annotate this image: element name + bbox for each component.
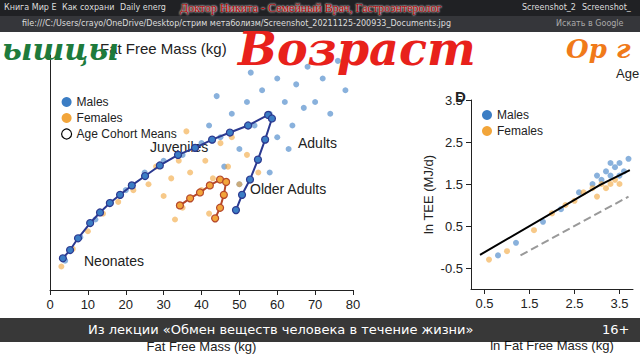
html-text:Age: Age bbox=[616, 66, 640, 81]
html-text:ышцы: ышцы bbox=[2, 32, 119, 67]
html-text:Daily energ: Daily energ bbox=[120, 3, 166, 12]
svg-text:Fat Free Mass (kg): Fat Free Mass (kg) bbox=[100, 40, 227, 57]
svg-text:Adults: Adults bbox=[298, 135, 337, 151]
html-text:Искать в Google: Искать в Google bbox=[556, 19, 624, 28]
svg-text:1.5: 1.5 bbox=[520, 296, 538, 311]
svg-text:3.5: 3.5 bbox=[444, 92, 463, 108]
svg-text:Females: Females bbox=[497, 124, 543, 138]
svg-text:2.5: 2.5 bbox=[445, 135, 463, 150]
html-text:Ор г: Ор г bbox=[566, 34, 631, 64]
svg-text:80: 80 bbox=[346, 297, 360, 312]
html-text:file:///C:/Users/crayo/OneDriv: file:///C:/Users/crayo/OneDrive/Desktop/… bbox=[22, 19, 451, 28]
svg-text:Fat Free Mass (kg): Fat Free Mass (kg) bbox=[146, 339, 257, 354]
svg-text:Males: Males bbox=[497, 108, 529, 122]
html-text:Как сохрани: Как сохрани bbox=[62, 3, 115, 12]
svg-text:70: 70 bbox=[308, 297, 322, 312]
svg-text:2.5: 2.5 bbox=[565, 296, 583, 311]
svg-text:50: 50 bbox=[232, 297, 246, 312]
svg-text:0: 0 bbox=[46, 297, 53, 312]
svg-text:ln TEE (MJ/d): ln TEE (MJ/d) bbox=[421, 155, 436, 234]
svg-text:60: 60 bbox=[270, 297, 284, 312]
svg-text:40: 40 bbox=[194, 297, 208, 312]
html-text:Screenshot_2: Screenshot_2 bbox=[522, 3, 576, 12]
html-text:Доктор Никита - Семейный Врач,: Доктор Никита - Семейный Врач, Гастроэнт… bbox=[180, 1, 442, 15]
svg-text:Juveniles: Juveniles bbox=[150, 139, 209, 155]
html-text:Из лекции «Обмен веществ челов: Из лекции «Обмен веществ человека в тече… bbox=[88, 322, 474, 337]
svg-text:0.5: 0.5 bbox=[475, 296, 493, 311]
svg-text:30: 30 bbox=[156, 297, 170, 312]
svg-text:D: D bbox=[455, 88, 466, 105]
html-text:16+: 16+ bbox=[602, 322, 630, 337]
svg-text:10: 10 bbox=[81, 297, 95, 312]
svg-text:ln Fat Free Mass (kg): ln Fat Free Mass (kg) bbox=[490, 338, 614, 353]
svg-text:-0.5: -0.5 bbox=[441, 261, 463, 276]
svg-text:3.5: 3.5 bbox=[610, 296, 628, 311]
svg-text:0.5: 0.5 bbox=[445, 219, 463, 234]
svg-text:Males: Males bbox=[77, 95, 109, 109]
svg-text:Older Adults: Older Adults bbox=[250, 181, 326, 197]
html-text:Возраст: Возраст bbox=[238, 22, 476, 76]
svg-text:Neonates: Neonates bbox=[84, 253, 144, 269]
html-text:Книга Мир Е: Книга Мир Е bbox=[4, 3, 57, 12]
svg-text:20: 20 bbox=[119, 297, 133, 312]
svg-text:Age Cohort Means: Age Cohort Means bbox=[77, 127, 177, 141]
svg-text:Females: Females bbox=[77, 111, 123, 125]
html-text:Screenshot_: Screenshot_ bbox=[582, 3, 631, 12]
svg-text:1.5: 1.5 bbox=[445, 177, 463, 192]
